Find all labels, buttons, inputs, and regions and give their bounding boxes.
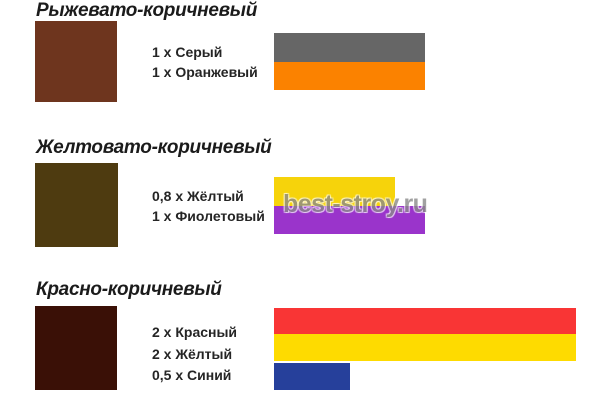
section-title: Рыжевато-коричневый	[36, 0, 258, 21]
ratio-bars	[274, 177, 425, 234]
component-label: 1 х Оранжевый	[152, 64, 258, 80]
component-labels: 0,8 х Жёлтый 1 х Фиолетовый	[152, 186, 265, 226]
ratio-bar	[274, 177, 395, 206]
component-label: 1 х Серый	[152, 44, 223, 60]
ratio-bar	[274, 308, 576, 334]
ratio-bar	[274, 61, 425, 90]
component-label: 1 х Фиолетовый	[152, 208, 265, 224]
component-label: 0,5 х Синий	[152, 367, 232, 383]
component-label: 2 х Жёлтый	[152, 345, 233, 362]
ratio-bars	[274, 308, 576, 390]
component-labels: 2 х Красный 2 х Жёлтый 0,5 х Синий	[152, 322, 237, 387]
component-labels: 1 х Серый 1 х Оранжевый	[152, 42, 258, 82]
ratio-bar	[274, 33, 425, 62]
result-swatch	[35, 306, 117, 390]
watermark: best-stroy.ru	[283, 190, 428, 218]
result-swatch	[35, 21, 117, 102]
result-swatch	[35, 163, 118, 247]
ratio-bar	[274, 205, 425, 234]
ratio-bars	[274, 33, 425, 90]
component-label: 0,8 х Жёлтый	[152, 188, 244, 204]
component-label: 2 х Красный	[152, 324, 238, 340]
ratio-bar	[274, 334, 576, 361]
ratio-bar	[274, 363, 350, 390]
section-title: Красно-коричневый	[36, 279, 222, 300]
section-title: Желтовато-коричневый	[36, 137, 272, 158]
